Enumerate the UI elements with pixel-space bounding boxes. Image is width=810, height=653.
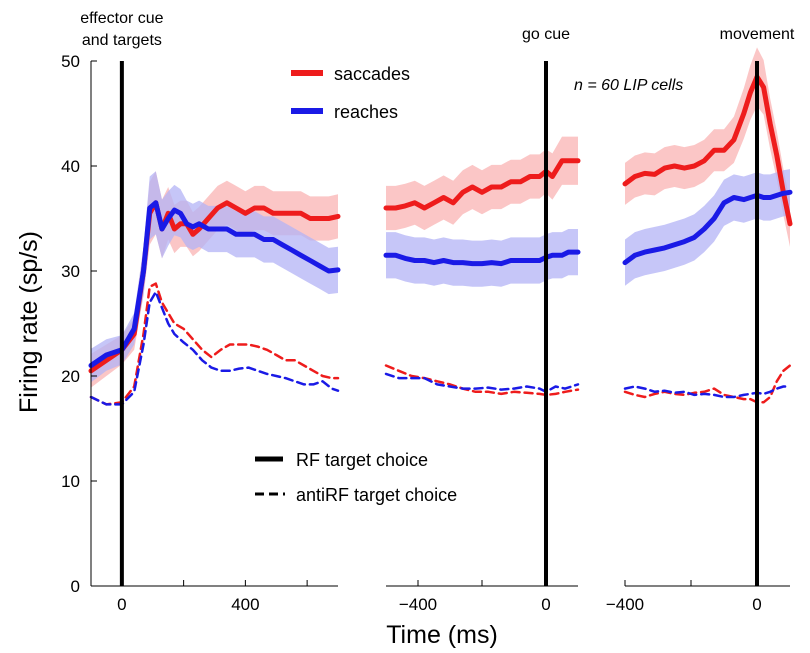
line-saccades-dashed-panel-3 [623, 364, 792, 404]
event-label-panel-1: effector cue [80, 10, 163, 27]
legend-line-styles: RF target choice antiRF target choice [255, 450, 457, 505]
event-label-panel-1: and targets [82, 32, 162, 49]
event-label-panel-2: go cue [522, 26, 570, 43]
line-saccades-dashed-panel-1 [89, 282, 340, 406]
legend-effectors: saccades reaches [291, 64, 410, 122]
x-tick-label: −400 [399, 595, 437, 614]
event-markers: effector cue and targets go cue movement [80, 10, 795, 586]
x-axis-title: Time (ms) [386, 621, 498, 649]
y-tick-label: 50 [61, 52, 80, 71]
line-saccades-dashed-panel-2 [384, 364, 580, 397]
line-saccades-solid-panel-3 [622, 74, 793, 227]
legend-label-rf: RF target choice [296, 450, 428, 470]
band-reaches-panel-1 [91, 171, 338, 383]
line-reaches-solid-panel-3 [622, 189, 793, 266]
y-tick-label: 0 [71, 577, 80, 596]
line-reaches-dashed-panel-2 [384, 372, 580, 394]
line-reaches-dashed-panel-3 [623, 385, 792, 399]
line-reaches-solid-panel-2 [383, 249, 581, 267]
x-tick-label: 0 [752, 595, 761, 614]
y-axis-title: Firing rate (sp/s) [15, 231, 43, 413]
x-tick-label: 0 [117, 595, 126, 614]
band-reaches-panel-2 [386, 229, 578, 287]
line-saccades-solid-panel-2 [383, 158, 581, 211]
y-tick-label: 10 [61, 472, 80, 491]
confidence-bands [91, 47, 790, 388]
series-lines [88, 74, 793, 406]
legend-label-saccades: saccades [334, 64, 410, 84]
band-saccades-panel-2 [386, 136, 578, 231]
y-tick-label: 40 [61, 157, 80, 176]
x-tick-label: −400 [606, 595, 644, 614]
x-tick-label: 400 [231, 595, 259, 614]
legend-label-reaches: reaches [334, 102, 398, 122]
line-reaches-solid-panel-1 [88, 200, 341, 368]
cell-count-annotation: n = 60 LIP cells [574, 77, 683, 94]
y-tick-label: 30 [61, 262, 80, 281]
axes: 0 10 20 30 40 50 0 400 −400 0 −400 0 [61, 52, 790, 614]
legend-label-antirf: antiRF target choice [296, 485, 457, 505]
event-label-panel-3: movement [720, 26, 795, 43]
y-tick-label: 20 [61, 367, 80, 386]
line-reaches-dashed-panel-1 [89, 290, 340, 406]
x-tick-label: 0 [541, 595, 550, 614]
